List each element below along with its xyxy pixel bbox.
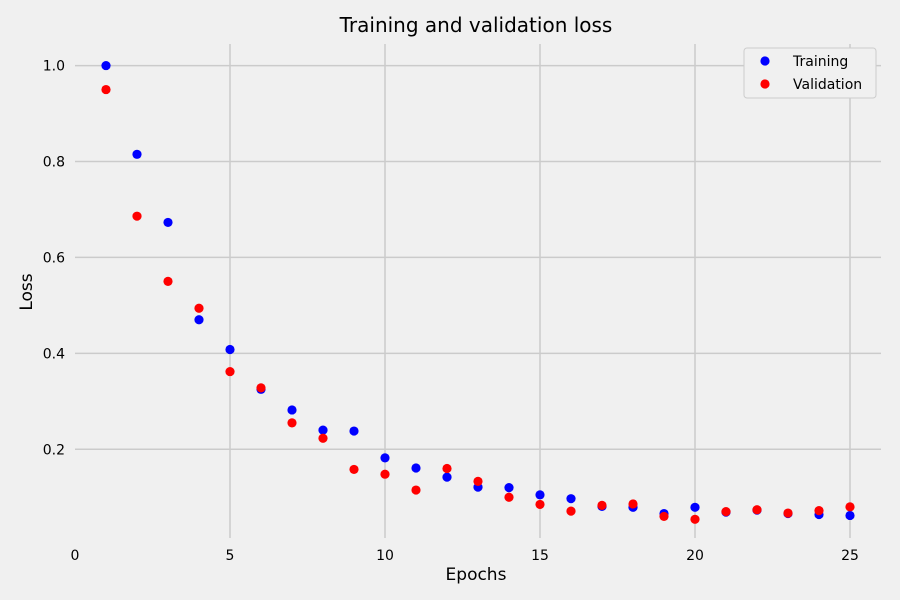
training-point: [287, 405, 297, 415]
y-tick-label: 0.2: [43, 442, 65, 458]
x-tick-label: 20: [686, 548, 704, 564]
validation-point: [442, 463, 452, 474]
validation-point: [132, 211, 142, 221]
training-point: [132, 149, 142, 159]
y-tick-label: 1.0: [43, 59, 65, 75]
validation-point: [690, 514, 700, 524]
y-axis-label: Loss: [17, 273, 37, 310]
training-point: [380, 453, 390, 463]
x-tick-label: 15: [531, 548, 549, 564]
validation-point: [225, 366, 235, 377]
validation-point: [845, 502, 855, 512]
validation-point: [194, 303, 204, 313]
y-tick-label: 0.6: [43, 250, 65, 266]
training-point: [504, 483, 514, 493]
x-axis-label: Epochs: [446, 565, 507, 585]
x-tick-label: 25: [841, 548, 859, 564]
validation-point: [318, 433, 328, 443]
training-point: [690, 502, 700, 512]
legend-box: [743, 47, 877, 99]
legend-label-validation: Validation: [793, 77, 862, 93]
training-point: [535, 490, 545, 500]
validation-point: [101, 84, 111, 95]
training-point: [349, 426, 359, 436]
training-point: [101, 60, 111, 71]
legend-marker-training: [760, 56, 770, 66]
legend-marker-validation: [760, 79, 770, 89]
validation-point: [380, 469, 390, 479]
validation-point: [814, 506, 824, 516]
y-tick-label: 0.4: [43, 346, 65, 362]
validation-point: [163, 276, 173, 287]
validation-point: [349, 464, 359, 475]
validation-point: [659, 511, 669, 522]
tick-labels: 0 5 10 15 20 25 0.2 0.4 0.6 0.8 1.0: [43, 59, 859, 564]
training-point: [225, 344, 235, 355]
data-points: [101, 60, 855, 524]
chart-title: Training and validation loss: [339, 13, 613, 37]
validation-point: [721, 507, 731, 517]
validation-point: [535, 499, 545, 510]
validation-point: [473, 476, 483, 487]
legend-label-training: Training: [792, 54, 848, 70]
validation-point: [566, 506, 576, 516]
validation-point: [752, 505, 762, 515]
validation-point: [783, 508, 793, 518]
training-point: [194, 315, 204, 325]
validation-point: [256, 383, 266, 393]
validation-point: [287, 418, 297, 428]
training-point: [318, 425, 328, 435]
training-point: [566, 494, 576, 504]
validation-point: [411, 485, 421, 495]
x-tick-label: 0: [71, 548, 80, 564]
x-tick-label: 5: [226, 548, 235, 564]
validation-point: [504, 492, 514, 502]
validation-point: [628, 499, 638, 509]
training-point: [442, 472, 452, 482]
training-point: [411, 463, 421, 473]
training-point: [845, 510, 855, 521]
x-tick-label: 10: [376, 548, 394, 564]
validation-point: [597, 500, 607, 510]
training-point: [163, 217, 173, 228]
y-tick-label: 0.8: [43, 155, 65, 171]
legend: Training Validation: [743, 47, 877, 99]
